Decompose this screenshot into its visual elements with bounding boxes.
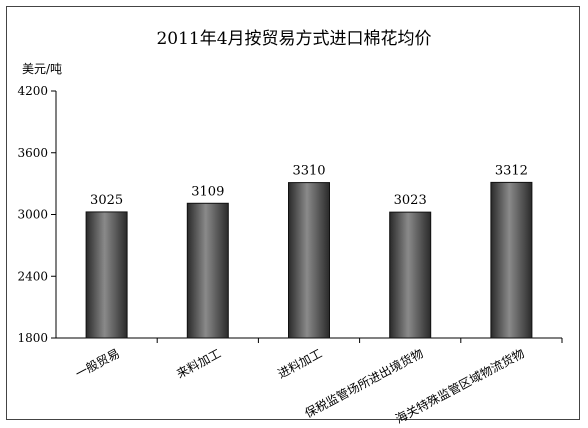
bar: [186, 202, 229, 339]
data-labels: 3025 3109 3310 3023 3312: [90, 163, 528, 208]
bar: [85, 211, 128, 339]
bar: [490, 181, 533, 339]
data-label: 3310: [292, 164, 325, 179]
bar: [389, 211, 432, 339]
y-tick-label: 3600: [17, 146, 48, 160]
category-label: 进料加工: [275, 346, 324, 381]
category-label: 来料加工: [174, 346, 223, 381]
y-tick-label: 1800: [17, 331, 48, 345]
y-axis-ticks: 1800 2400 3000 3600 4200: [17, 84, 56, 345]
y-tick-label: 2400: [17, 269, 48, 283]
data-label: 3023: [394, 193, 427, 208]
category-label: 一般贸易: [73, 345, 122, 381]
y-axis-unit-label: 美元/吨: [22, 62, 62, 76]
chart-title: 2011年4月按贸易方式进口棉花均价: [156, 29, 431, 49]
data-label: 3025: [90, 193, 123, 208]
y-tick-label: 3000: [17, 208, 48, 222]
data-label: 3312: [495, 163, 528, 178]
y-tick-label: 4200: [17, 84, 48, 98]
bar-series: [85, 181, 563, 343]
data-label: 3109: [191, 184, 224, 199]
bar: [288, 182, 330, 339]
